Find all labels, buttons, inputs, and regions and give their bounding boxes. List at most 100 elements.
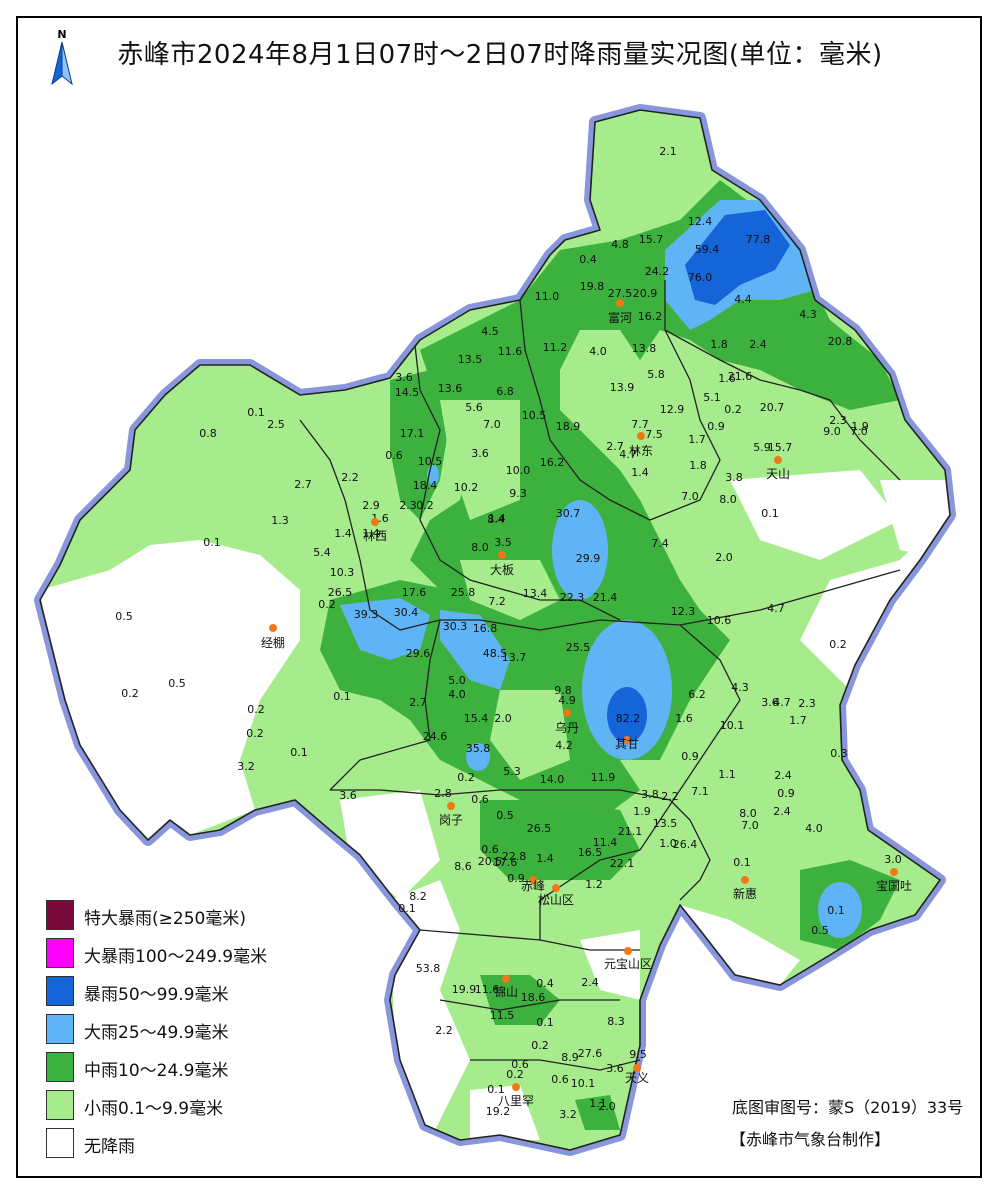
city-dot	[529, 876, 537, 884]
rainfall-value: 27.6	[578, 1047, 603, 1060]
rainfall-value: 8.0	[739, 807, 757, 820]
rainfall-value: 2.2	[341, 471, 359, 484]
rainstorm-area-qigan	[607, 687, 647, 743]
rainfall-value: 22.3	[560, 591, 585, 604]
city-dot	[624, 947, 632, 955]
rainfall-value: 15.7	[768, 441, 793, 454]
city-dot	[890, 868, 898, 876]
city-dot	[447, 802, 455, 810]
rainfall-value: 4.5	[481, 325, 499, 338]
rainfall-value: 18.9	[556, 420, 581, 433]
rainfall-value: 2.1	[659, 145, 677, 158]
rainfall-value: 8.4	[487, 513, 505, 526]
city-label-jinshan: 锦山	[494, 985, 518, 999]
rainfall-value: 10.3	[330, 566, 355, 579]
legend-label: 大雨25～49.9毫米	[84, 1023, 229, 1043]
rainfall-value: 0.1	[536, 1016, 554, 1029]
rainfall-value: 3.2	[237, 760, 255, 773]
rainfall-value: 35.8	[466, 742, 491, 755]
legend-swatch	[46, 1014, 74, 1044]
rainfall-value: 0.1	[290, 746, 308, 759]
rainfall-value: 10.0	[506, 464, 531, 477]
rainfall-value: 2.4	[774, 769, 792, 782]
rainfall-value: 3.8	[725, 471, 743, 484]
city-boundary	[39, 109, 951, 1151]
rainfall-value: 0.5	[115, 610, 133, 623]
rainfall-value: 10.6	[707, 614, 732, 627]
rainfall-value: 1.8	[689, 459, 707, 472]
city-dot	[563, 709, 571, 717]
rainfall-value: 16.2	[638, 310, 663, 323]
rainfall-value: 0.1	[827, 904, 845, 917]
heavy-rain-area-west2	[440, 610, 510, 690]
rainfall-value: 4.7	[767, 602, 785, 615]
light-rain-island-4	[440, 400, 520, 520]
rainfall-value: 7.0	[741, 819, 759, 832]
rainfall-value: 26.4	[673, 838, 698, 851]
rainfall-value: 0.1	[487, 1083, 505, 1096]
rainfall-value: 1.9	[633, 805, 651, 818]
rainfall-value: 1.3	[271, 514, 289, 527]
rainfall-value: 0.9	[507, 872, 525, 885]
rainfall-value: 20.7	[760, 401, 785, 414]
rainfall-value: 11.2	[543, 341, 568, 354]
rainfall-value: 7.2	[488, 595, 506, 608]
rainfall-value: 8.9	[561, 1051, 579, 1064]
rainfall-value: 8.6	[454, 860, 472, 873]
rainfall-value: 20.9	[633, 287, 658, 300]
rainfall-value: 8.3	[607, 1015, 625, 1028]
rainfall-value: 0.5	[168, 677, 186, 690]
rainfall-value: 4.7	[619, 448, 637, 461]
moderate-rain-area-jinshan	[480, 975, 560, 1025]
rainfall-value: 21.6	[728, 370, 753, 383]
rainfall-value: 20.8	[828, 335, 853, 348]
rainfall-value: 6.8	[496, 385, 514, 398]
rainfall-value: 0.9	[777, 787, 795, 800]
rainfall-value: 18.4	[413, 479, 438, 492]
light-rain-island-2	[460, 560, 560, 620]
rainfall-value: 3.6	[471, 447, 489, 460]
rainfall-value: 5.4	[313, 546, 331, 559]
rainfall-value: 82.2	[616, 712, 641, 725]
heavy-rain-area-se	[818, 882, 862, 938]
rainfall-value: 2.3	[798, 697, 816, 710]
rainfall-value: 12.4	[688, 215, 713, 228]
rainfall-value: 24.2	[645, 265, 670, 278]
rainfall-value: 1.6	[675, 712, 693, 725]
legend-label: 中雨10～24.9毫米	[84, 1061, 229, 1081]
rainfall-value: 5.6	[465, 401, 483, 414]
rainfall-value: 12.3	[671, 605, 696, 618]
city-label-linxi_town: 林东	[629, 444, 653, 458]
rainfall-value: 11.5	[490, 1009, 515, 1022]
rainfall-value: 2.2	[661, 790, 679, 803]
rainfall-value: 19.9	[452, 983, 477, 996]
rainfall-value: 0.2	[531, 1039, 549, 1052]
rainfall-value: 0.2	[121, 687, 139, 700]
rainfall-value: 2.8	[434, 787, 452, 800]
legend-swatch	[46, 1090, 74, 1120]
city-dot	[633, 1064, 641, 1072]
rainfall-value: 0.8	[199, 427, 217, 440]
rainfall-value: 4.3	[799, 308, 817, 321]
rainfall-value: 13.8	[632, 342, 657, 355]
rainfall-value: 4.0	[448, 688, 466, 701]
rainfall-value: 0.9	[707, 420, 725, 433]
rainfall-value: 5.3	[503, 765, 521, 778]
rainfall-value: 5.0	[448, 674, 466, 687]
rainfall-value: 3.6	[606, 1062, 624, 1075]
rainfall-value: 2.2	[435, 1024, 453, 1037]
rainfall-value: 10.1	[720, 719, 745, 732]
rainfall-value: 15.7	[639, 233, 664, 246]
city-label-daban: 大板	[490, 563, 514, 577]
rainfall-value: 1.6	[718, 372, 736, 385]
rainfall-value: 1.4	[362, 527, 380, 540]
rainfall-value: 0.1	[203, 536, 221, 549]
north-arrow-icon: N	[48, 28, 76, 90]
rainfall-value: 0.2	[829, 638, 847, 651]
city-label-jingpeng: 经棚	[261, 635, 285, 650]
rainfall-value: 29.6	[406, 647, 431, 660]
city-label-baoguotu: 宝国吐	[876, 879, 912, 893]
city-label-wudan: 乌丹	[555, 720, 579, 735]
rainfall-value: 48.5	[483, 647, 508, 660]
rainfall-value: 1.7	[789, 714, 807, 727]
